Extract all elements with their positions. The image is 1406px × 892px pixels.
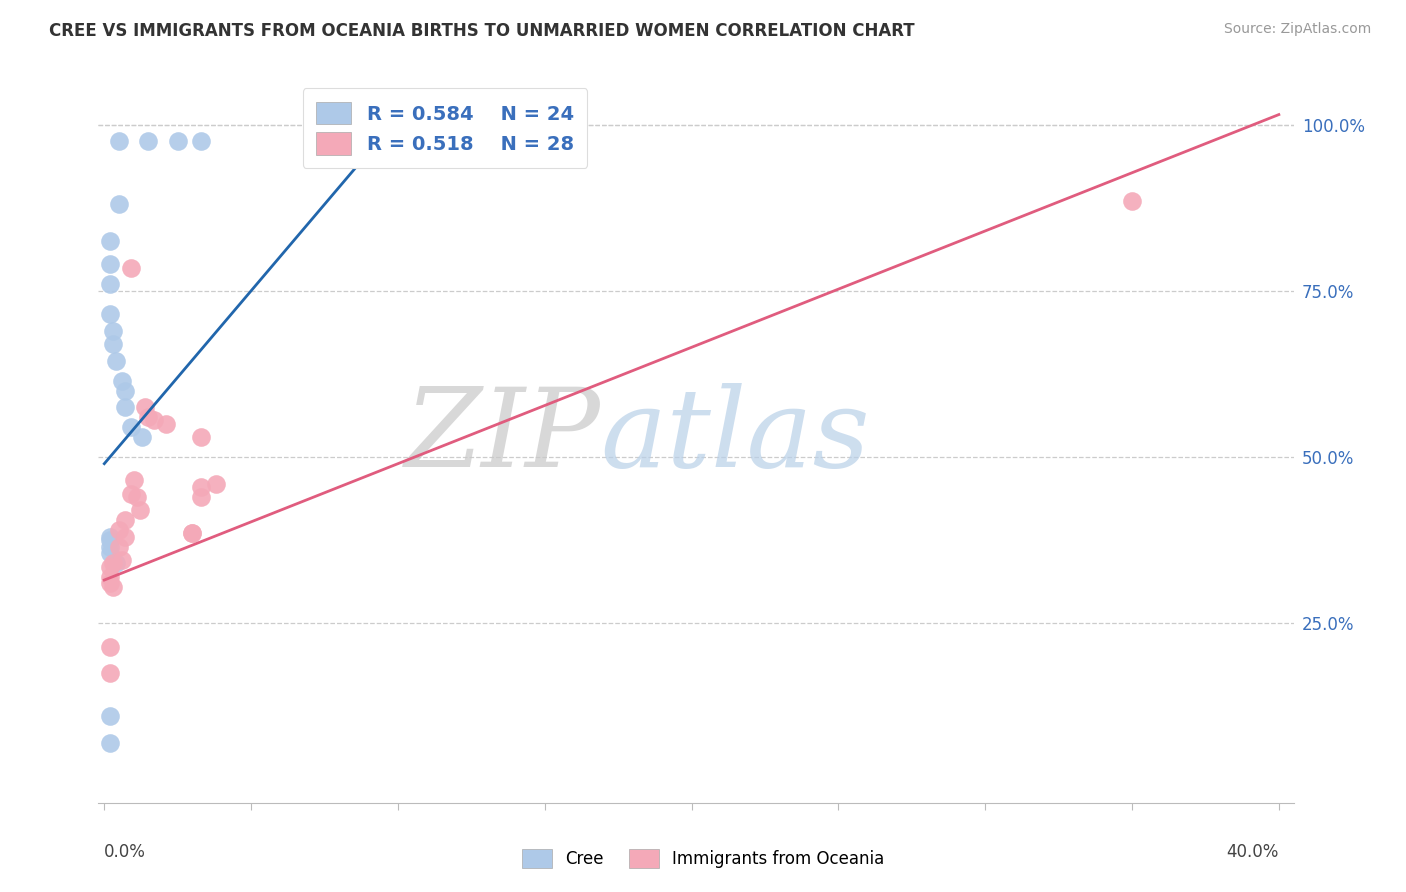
Point	[131, 430, 153, 444]
Legend: R = 0.584    N = 24, R = 0.518    N = 28: R = 0.584 N = 24, R = 0.518 N = 28	[302, 88, 588, 169]
Point	[122, 473, 145, 487]
Text: CREE VS IMMIGRANTS FROM OCEANIA BIRTHS TO UNMARRIED WOMEN CORRELATION CHART: CREE VS IMMIGRANTS FROM OCEANIA BIRTHS T…	[49, 22, 915, 40]
Point	[114, 400, 136, 414]
Point	[101, 557, 124, 571]
Point	[138, 410, 160, 425]
Text: 0.0%: 0.0%	[104, 843, 146, 861]
Point	[101, 324, 124, 338]
Legend: Cree, Immigrants from Oceania: Cree, Immigrants from Oceania	[515, 842, 891, 875]
Point	[143, 413, 166, 427]
Point	[98, 666, 121, 681]
Point	[120, 260, 142, 275]
Point	[155, 417, 177, 431]
Point	[108, 197, 131, 211]
Point	[134, 400, 156, 414]
Point	[98, 234, 121, 248]
Point	[105, 353, 128, 368]
Point	[114, 513, 136, 527]
Point	[125, 490, 148, 504]
Point	[181, 526, 204, 541]
Point	[98, 257, 121, 271]
Point	[98, 576, 121, 591]
Text: atlas: atlas	[600, 384, 870, 491]
Point	[101, 580, 124, 594]
Point	[114, 384, 136, 398]
Point	[128, 503, 150, 517]
Text: 40.0%: 40.0%	[1226, 843, 1279, 861]
Point	[98, 530, 121, 544]
Text: Source: ZipAtlas.com: Source: ZipAtlas.com	[1223, 22, 1371, 37]
Point	[190, 480, 212, 494]
Point	[98, 307, 121, 321]
Point	[120, 486, 142, 500]
Point	[98, 640, 121, 654]
Point	[98, 559, 121, 574]
Point	[114, 530, 136, 544]
Point	[190, 430, 212, 444]
Point	[98, 546, 121, 560]
Point	[205, 476, 228, 491]
Point	[98, 540, 121, 554]
Point	[190, 490, 212, 504]
Point	[98, 277, 121, 292]
Point	[138, 134, 160, 148]
Point	[108, 134, 131, 148]
Point	[98, 709, 121, 723]
Point	[108, 523, 131, 537]
Point	[98, 736, 121, 750]
Point	[98, 570, 121, 584]
Point	[101, 337, 124, 351]
Point	[1121, 194, 1143, 208]
Point	[105, 557, 128, 571]
Point	[111, 374, 134, 388]
Point	[98, 533, 121, 548]
Point	[190, 134, 212, 148]
Point	[111, 553, 134, 567]
Point	[108, 540, 131, 554]
Text: ZIP: ZIP	[405, 384, 600, 491]
Point	[166, 134, 188, 148]
Point	[120, 420, 142, 434]
Point	[181, 526, 204, 541]
